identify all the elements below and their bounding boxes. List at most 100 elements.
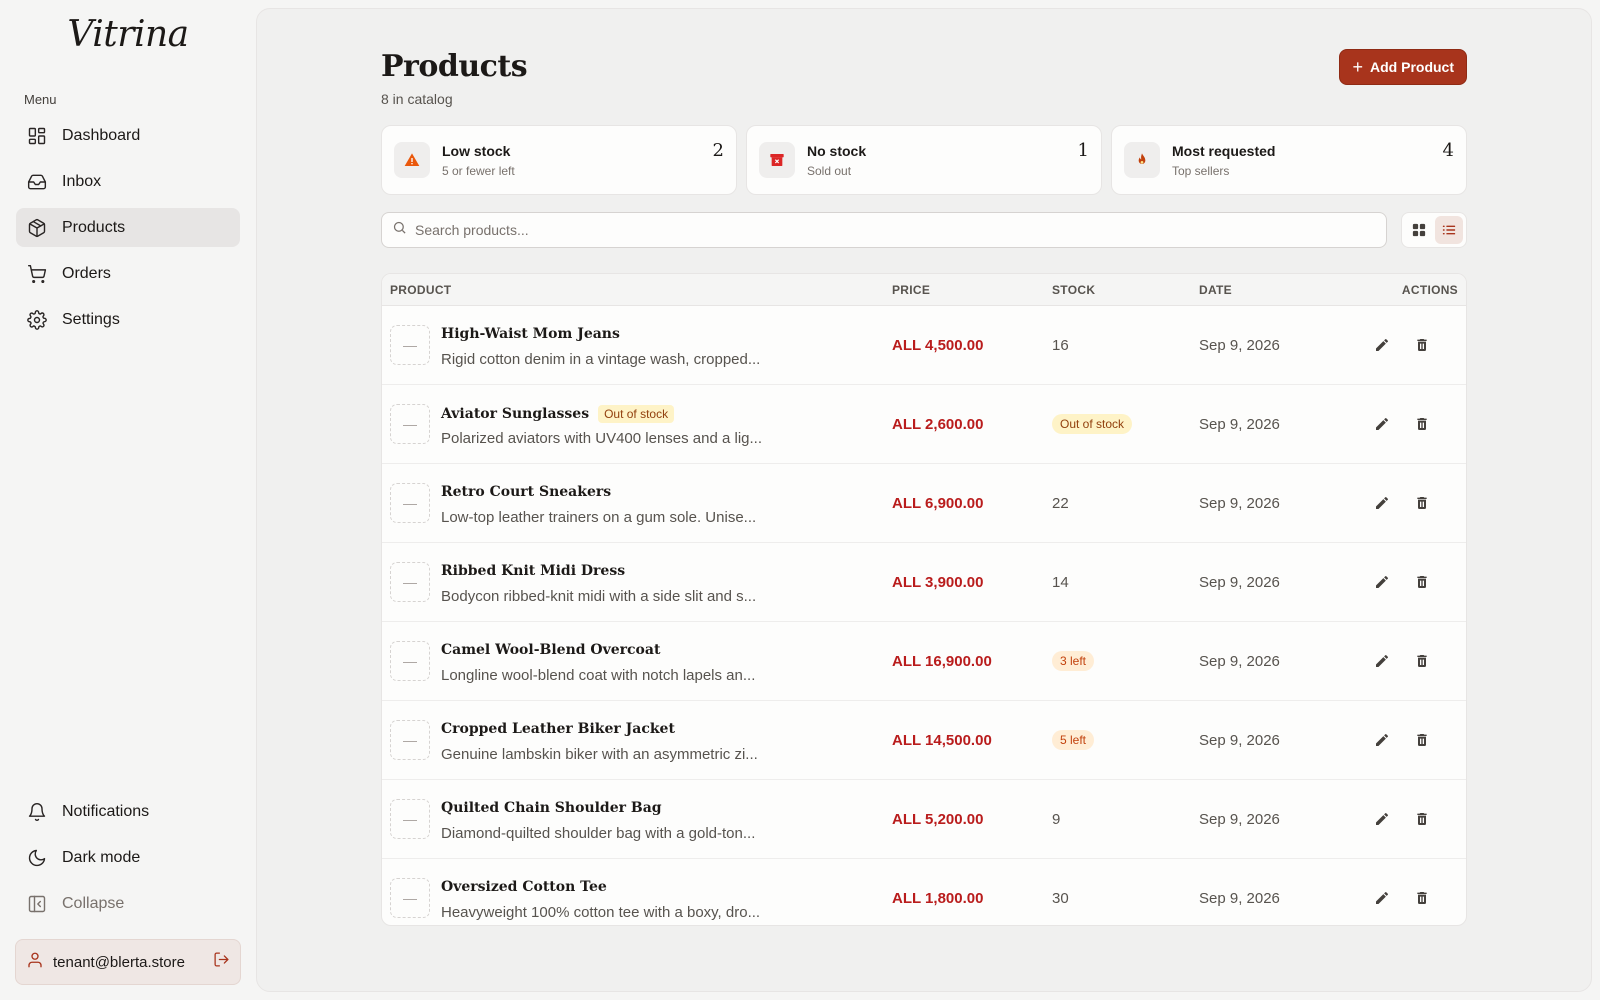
edit-button[interactable] [1372,414,1392,434]
list-view-button[interactable] [1435,216,1463,244]
sidebar-item-orders[interactable]: Orders [16,254,240,293]
product-date: Sep 9, 2026 [1199,653,1280,670]
collapse-icon [26,893,48,915]
product-thumbnail: — [390,562,430,602]
delete-button[interactable] [1412,493,1432,513]
sidebar-item-label: Products [62,218,126,236]
delete-button[interactable] [1412,888,1432,908]
table-row[interactable]: — Retro Court Sneakers Low-top leather t… [382,464,1466,543]
user-account[interactable]: tenant@blerta.store [15,939,241,985]
main-panel: Products 8 in catalog + Add Product Low … [256,8,1592,992]
sidebar-item-inbox[interactable]: Inbox [16,162,240,201]
product-price: ALL 1,800.00 [892,890,984,907]
product-name: Aviator Sunglasses [441,406,590,422]
user-icon [26,951,44,974]
column-header-stock[interactable]: STOCK [1052,283,1096,297]
edit-button[interactable] [1372,493,1392,513]
add-product-button[interactable]: + Add Product [1339,49,1467,85]
table-body: — High-Waist Mom Jeans Rigid cotton deni… [382,306,1466,925]
warning-icon [394,142,430,178]
table-row[interactable]: — Aviator Sunglasses Out of stock Polari… [382,385,1466,464]
stat-count: 2 [712,140,724,161]
trash-icon [1417,418,1427,430]
product-name: High-Waist Mom Jeans [441,326,620,342]
column-header-date[interactable]: DATE [1199,283,1232,297]
delete-button[interactable] [1412,809,1432,829]
product-thumbnail: — [390,483,430,523]
sidebar-item-dashboard[interactable]: Dashboard [16,116,240,155]
edit-button[interactable] [1372,651,1392,671]
collapse-sidebar-button[interactable]: Collapse [16,884,240,923]
table-row[interactable]: — High-Waist Mom Jeans Rigid cotton deni… [382,306,1466,385]
product-price: ALL 14,500.00 [892,732,992,749]
edit-button[interactable] [1372,730,1392,750]
stat-card-most-requested[interactable]: Most requested Top sellers 4 [1111,125,1467,195]
sidebar-item-products[interactable]: Products [16,208,240,247]
stat-card-no-stock[interactable]: No stock Sold out 1 [746,125,1102,195]
delete-button[interactable] [1412,730,1432,750]
product-price: ALL 2,600.00 [892,416,984,433]
menu-label: Menu [24,92,57,107]
add-product-label: Add Product [1370,59,1454,75]
products-table: PRODUCT PRICE STOCK DATE ACTIONS — High-… [381,273,1467,926]
sidebar-item-notifications[interactable]: Notifications [16,792,240,831]
table-row[interactable]: — Ribbed Knit Midi Dress Bodycon ribbed-… [382,543,1466,622]
edit-button[interactable] [1372,809,1392,829]
pencil-icon [1376,338,1389,351]
grid-view-button[interactable] [1405,216,1433,244]
product-thumbnail: — [390,641,430,681]
table-row[interactable]: — Cropped Leather Biker Jacket Genuine l… [382,701,1466,780]
trash-icon [1417,655,1427,667]
delete-button[interactable] [1412,651,1432,671]
product-description: Bodycon ribbed-knit midi with a side sli… [441,588,757,605]
delete-button[interactable] [1412,572,1432,592]
column-header-product[interactable]: PRODUCT [390,283,452,297]
product-name-wrap: Retro Court Sneakers [441,484,611,500]
sidebar-item-settings[interactable]: Settings [16,300,240,339]
stat-subtitle: 5 or fewer left [442,163,515,178]
product-price: ALL 5,200.00 [892,811,984,828]
product-description: Low-top leather trainers on a gum sole. … [441,509,757,526]
moon-icon [26,847,48,869]
edit-button[interactable] [1372,335,1392,355]
logout-icon[interactable] [213,951,230,973]
search-icon [392,220,407,240]
page-title: Products [381,49,528,84]
stat-title: Most requested [1172,142,1276,159]
delete-button[interactable] [1412,335,1432,355]
sidebar-item-label: Dark mode [62,848,141,866]
product-stock: 22 [1052,495,1069,512]
search-input[interactable] [415,222,1365,238]
pencil-icon [1376,654,1389,667]
table-row[interactable]: — Quilted Chain Shoulder Bag Diamond-qui… [382,780,1466,859]
plus-icon: + [1352,57,1363,77]
product-description: Genuine lambskin biker with an asymmetri… [441,746,758,763]
stats-row: Low stock 5 or fewer left 2 No stock Sol… [381,125,1467,195]
bell-icon [26,801,48,823]
sidebar-item-label: Inbox [62,172,102,190]
delete-button[interactable] [1412,414,1432,434]
stat-card-low-stock[interactable]: Low stock 5 or fewer left 2 [381,125,737,195]
product-description: Heavyweight 100% cotton tee with a boxy,… [441,904,761,921]
gear-icon [26,309,48,331]
pencil-icon [1376,496,1389,509]
dark-mode-toggle[interactable]: Dark mode [16,838,240,877]
table-row[interactable]: — Oversized Cotton Tee Heavyweight 100% … [382,859,1466,925]
product-stock: 16 [1052,337,1069,354]
table-row[interactable]: — Camel Wool-Blend Overcoat Longline woo… [382,622,1466,701]
product-thumbnail: — [390,325,430,365]
sidebar-item-label: Settings [62,310,120,328]
stat-title: No stock [807,142,867,159]
pencil-icon [1376,891,1389,904]
column-header-price[interactable]: PRICE [892,283,931,297]
product-price: ALL 16,900.00 [892,653,992,670]
edit-button[interactable] [1372,572,1392,592]
search-box[interactable] [381,212,1387,248]
inbox-icon [26,171,48,193]
product-date: Sep 9, 2026 [1199,574,1280,591]
product-description: Longline wool-blend coat with notch lape… [441,667,756,684]
edit-button[interactable] [1372,888,1392,908]
product-name: Oversized Cotton Tee [441,879,607,895]
product-date: Sep 9, 2026 [1199,416,1280,433]
product-name-wrap: Quilted Chain Shoulder Bag [441,800,662,816]
